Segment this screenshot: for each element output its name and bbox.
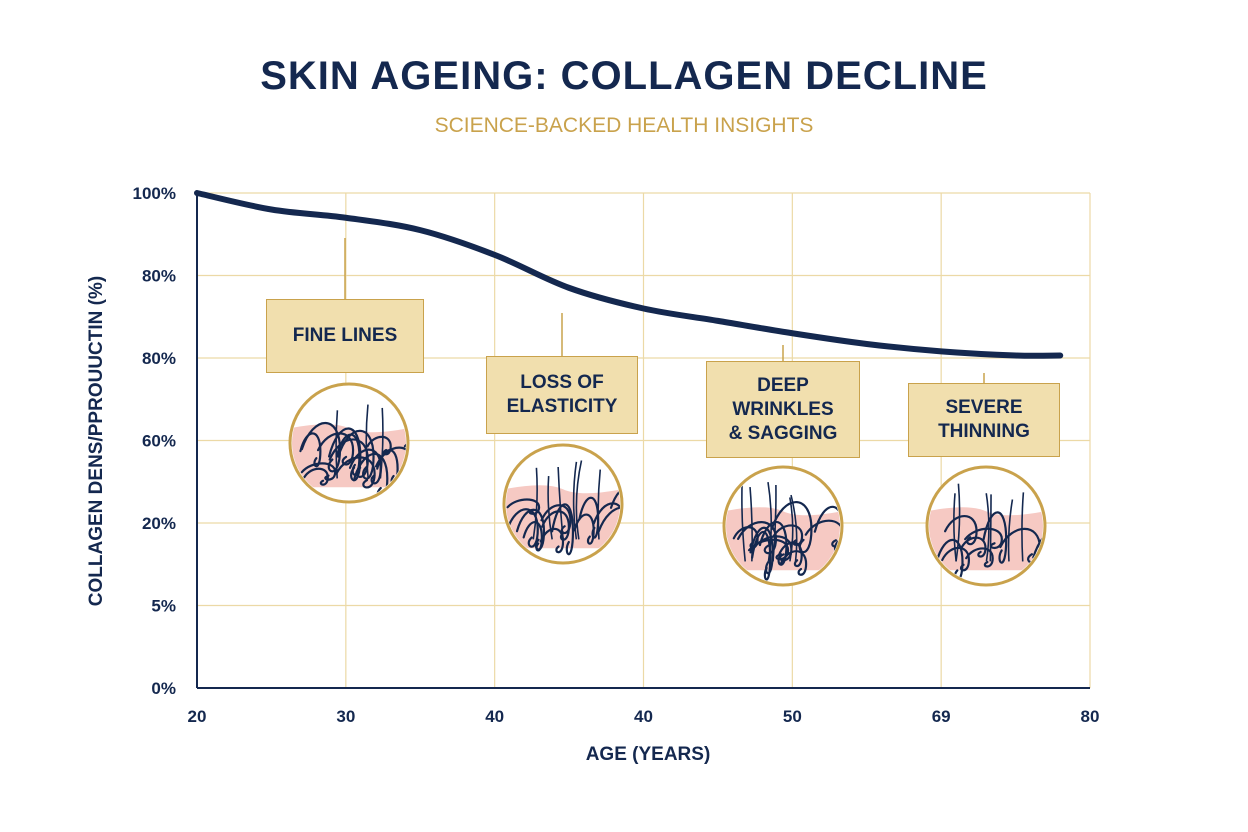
collagen-strand (547, 475, 553, 540)
collagen-strand (532, 467, 538, 540)
collagen-fiber (779, 550, 808, 576)
x-tick-label: 69 (932, 707, 951, 726)
y-axis-label: COLLAGEN DENS/PPROUUCTIN (%) (86, 276, 107, 606)
x-tick-label: 50 (783, 707, 802, 726)
collagen-strand (1007, 499, 1014, 562)
collagen-fiber (515, 508, 546, 551)
collagen-fiber (747, 538, 790, 561)
skin-illustrations (288, 382, 1047, 587)
collagen-strand (575, 460, 583, 540)
collagen-fiber (335, 433, 361, 476)
y-tick-label: 60% (142, 432, 176, 451)
callout-box: FINE LINES (266, 299, 424, 373)
collagen-strand (572, 461, 578, 540)
collagen-fiber (316, 432, 355, 466)
collagen-strand (741, 482, 746, 562)
illustration-border (722, 465, 844, 587)
illustration-border (502, 443, 624, 565)
collagen-strand (557, 466, 564, 540)
collagen-fiber (335, 456, 376, 489)
x-axis-label: AGE (YEARS) (586, 744, 711, 765)
series-lines (194, 190, 1064, 359)
collagen-fiber (506, 508, 539, 548)
callout-box: LOSS OF ELASTICITY (486, 356, 638, 434)
y-tick-label: 80% (142, 349, 176, 368)
y-tick-label: 0% (151, 679, 176, 698)
skin-cross-section-illustration (722, 465, 844, 587)
collagen-strand (790, 494, 798, 562)
collagen-strand (365, 404, 369, 479)
collagen-strand (335, 410, 339, 479)
collagen-fiber (300, 462, 337, 481)
collagen-strand (789, 497, 794, 562)
collagen-fiber (960, 536, 987, 558)
collagen-strand (379, 407, 384, 479)
collagen-strand (989, 494, 992, 562)
chart-subtitle: SCIENCE-BACKED HEALTH INSIGHTS (434, 114, 814, 137)
collagen-fiber (941, 546, 970, 572)
collagen-fiber (965, 547, 994, 568)
y-tick-label: 5% (151, 597, 176, 616)
collagen-strand (953, 493, 957, 562)
illustration-border (925, 465, 1047, 587)
callout-connectors (344, 238, 985, 383)
y-tick-label: 80% (142, 267, 176, 286)
collagen-strand (749, 487, 753, 562)
collagen-strand (597, 469, 602, 540)
collagen-fiber (539, 527, 565, 554)
collagen-fiber (597, 506, 620, 553)
skin-cross-section-illustration (288, 382, 410, 504)
collagen-strand (955, 483, 961, 562)
callout-box: SEVERE THINNING (908, 383, 1060, 457)
chart-title: SKIN AGEING: COLLAGEN DECLINE (260, 54, 988, 98)
x-tick-label: 40 (634, 707, 653, 726)
collagen-series-line (194, 190, 1064, 359)
skin-cross-section-illustration (502, 443, 624, 565)
skin-cross-section-illustration (925, 465, 1047, 587)
callout-box: DEEP WRINKLES & SAGGING (706, 361, 860, 458)
axes (196, 191, 1090, 689)
y-tick-label: 20% (142, 514, 176, 533)
x-tick-label: 20 (188, 707, 207, 726)
x-tick-label: 40 (485, 707, 504, 726)
collagen-fiber (328, 438, 369, 478)
collagen-strand (985, 493, 990, 562)
collagen-fiber (551, 503, 575, 556)
collagen-fiber (732, 526, 759, 549)
y-tick-label: 100% (133, 184, 176, 203)
collagen-strand (767, 482, 773, 562)
tick-labels: 20 30 40 40 50 69 80 0% 5% 20% 60% 80% 80% 100% (133, 184, 1100, 726)
collagen-fiber (770, 501, 813, 554)
illustration-border (288, 382, 410, 504)
x-tick-label: 80 (1081, 707, 1100, 726)
collagen-fiber (506, 498, 541, 515)
collagen-strand (772, 485, 777, 562)
collagen-strand (1021, 492, 1025, 562)
collagen-fiber (303, 467, 329, 486)
x-tick-label: 30 (336, 707, 355, 726)
